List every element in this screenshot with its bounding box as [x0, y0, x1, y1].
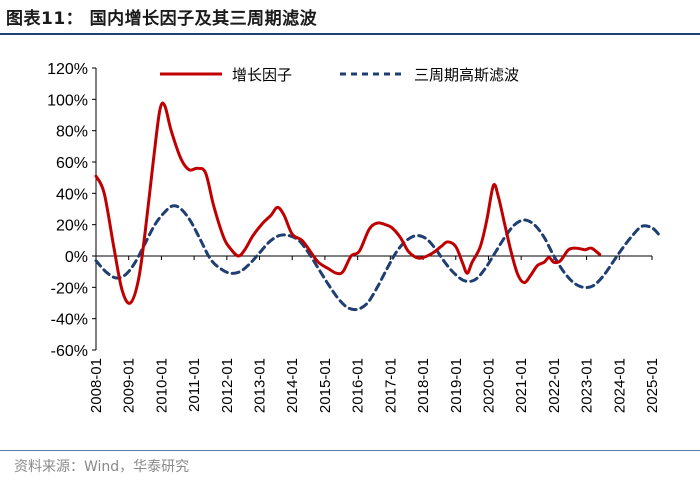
y-tick-label: 20%	[56, 218, 88, 235]
y-tick-label: -20%	[51, 280, 88, 297]
x-axis: 2008-01 2009-01 2010-01 2011-01 2012-01 2013-…	[88, 255, 661, 413]
series-filter-line	[94, 204, 660, 312]
y-tick-label: -60%	[51, 343, 88, 360]
series-lines	[94, 101, 660, 312]
y-tick-label: 80%	[56, 124, 88, 141]
title-divider	[0, 33, 700, 35]
legend-label: 三周期高斯滤波	[414, 67, 519, 84]
x-tick-label: 2016-01	[350, 358, 367, 413]
y-tick-label: 120%	[47, 61, 88, 78]
x-tick-label: 2011-01	[186, 358, 203, 412]
legend: 增长因子 三周期高斯滤波	[160, 67, 519, 84]
line-chart: 120% 100% 80% 60% 40% 20% 0% -20% -40% -60% 2008-…	[47, 61, 661, 413]
x-tick-label: 2022-01	[546, 358, 563, 413]
y-tick-label: 0%	[65, 249, 88, 266]
y-tick-label: 40%	[56, 186, 88, 203]
y-tick-label: 60%	[56, 155, 88, 172]
x-tick-label: 2009-01	[121, 358, 138, 413]
x-tick-label: 2025-01	[644, 358, 661, 413]
x-tick-label: 2024-01	[611, 358, 628, 413]
figure-title: 图表11： 国内增长因子及其三周期滤波	[6, 9, 318, 29]
source-note: 资料来源：Wind，华泰研究	[14, 459, 190, 475]
x-tick-label: 2008-01	[88, 358, 105, 413]
y-axis: 120% 100% 80% 60% 40% 20% 0% -20% -40% -60%	[47, 61, 97, 360]
x-tick-label: 2018-01	[415, 358, 432, 413]
x-tick-label: 2015-01	[317, 358, 334, 413]
x-tick-label: 2010-01	[153, 358, 170, 413]
y-tick-label: -40%	[51, 312, 88, 329]
x-tick-label: 2023-01	[579, 358, 596, 413]
series-growth-line	[94, 101, 602, 305]
y-tick-label: 100%	[47, 92, 88, 109]
legend-label: 增长因子	[232, 67, 292, 84]
x-tick-label: 2017-01	[382, 358, 399, 413]
x-tick-label: 2021-01	[513, 358, 530, 413]
x-tick-label: 2012-01	[219, 358, 236, 413]
x-tick-label: 2013-01	[252, 358, 269, 413]
x-tick-label: 2019-01	[448, 358, 465, 413]
x-tick-label: 2020-01	[480, 358, 497, 413]
source-divider	[0, 450, 700, 451]
x-tick-label: 2014-01	[284, 358, 301, 413]
